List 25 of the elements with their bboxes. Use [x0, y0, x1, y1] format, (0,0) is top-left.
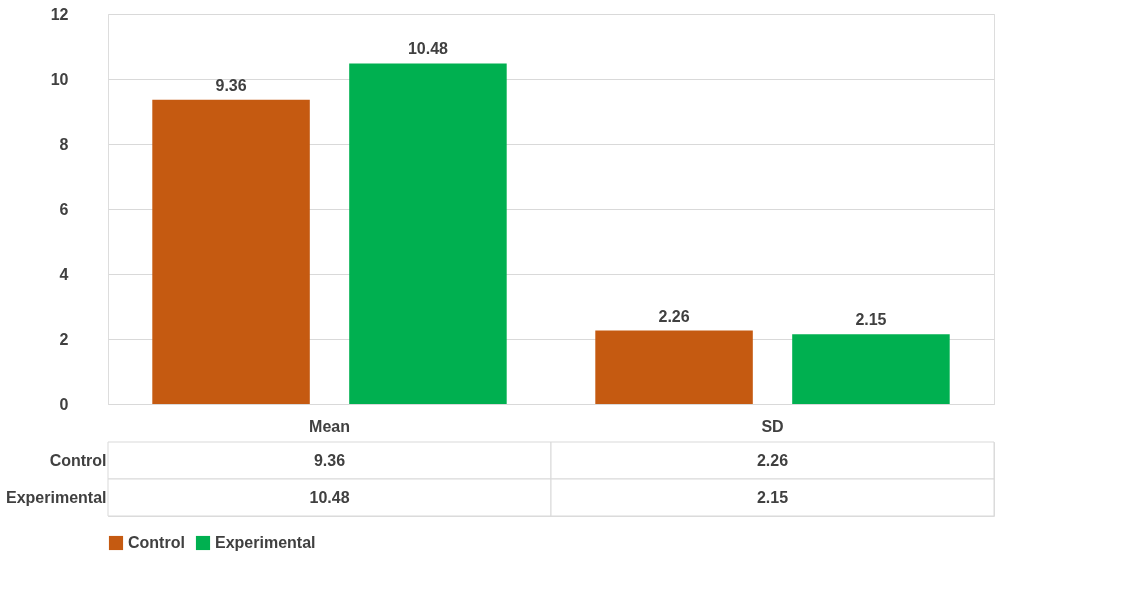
x-tick-label: Mean — [309, 417, 350, 435]
legend-label: Experimental — [215, 534, 316, 551]
annotation: 9.36 — [215, 76, 247, 94]
y-tick-label: 8 — [59, 135, 69, 153]
annotation: 2.26 — [658, 307, 690, 325]
bar — [792, 334, 950, 404]
text: Control — [49, 451, 107, 469]
annotation: 10.48 — [407, 40, 449, 58]
text: Experimental — [6, 488, 107, 506]
y-tick-label: 0 — [59, 395, 69, 413]
y-tick-label: 4 — [59, 265, 69, 283]
bar — [595, 330, 753, 404]
data-label: 10.48 — [309, 488, 350, 506]
y-tick-label: 6 — [59, 200, 69, 218]
data-label: 2.26 — [756, 451, 789, 469]
bar — [152, 99, 310, 404]
y-tick-label: 2 — [59, 330, 69, 348]
data-label: 2.15 — [756, 488, 789, 506]
legend-label: Control — [128, 534, 185, 551]
y-tick-label: 12 — [50, 5, 69, 23]
data-label: 9.36 — [313, 451, 346, 469]
y-tick-label: 10 — [50, 70, 69, 88]
bar — [349, 63, 507, 404]
x-tick-label: SD — [761, 417, 784, 435]
annotation: 2.15 — [855, 311, 887, 329]
